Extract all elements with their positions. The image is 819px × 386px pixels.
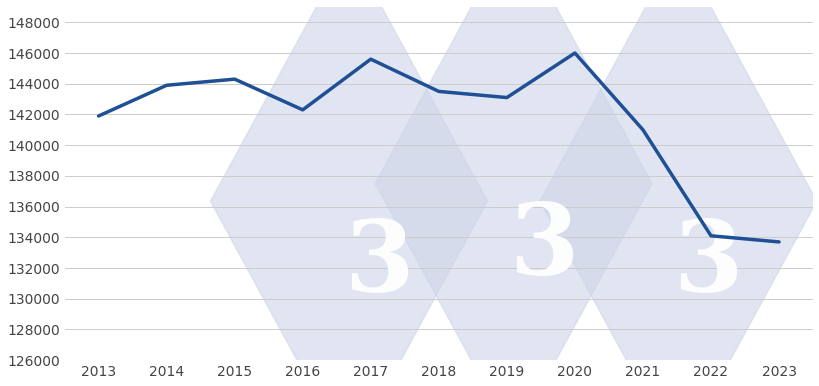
Text: 3: 3 [509, 199, 577, 296]
Text: 3: 3 [344, 216, 413, 313]
Polygon shape [210, 0, 486, 386]
Polygon shape [375, 0, 651, 386]
Text: 3: 3 [672, 216, 742, 313]
Polygon shape [539, 0, 816, 386]
